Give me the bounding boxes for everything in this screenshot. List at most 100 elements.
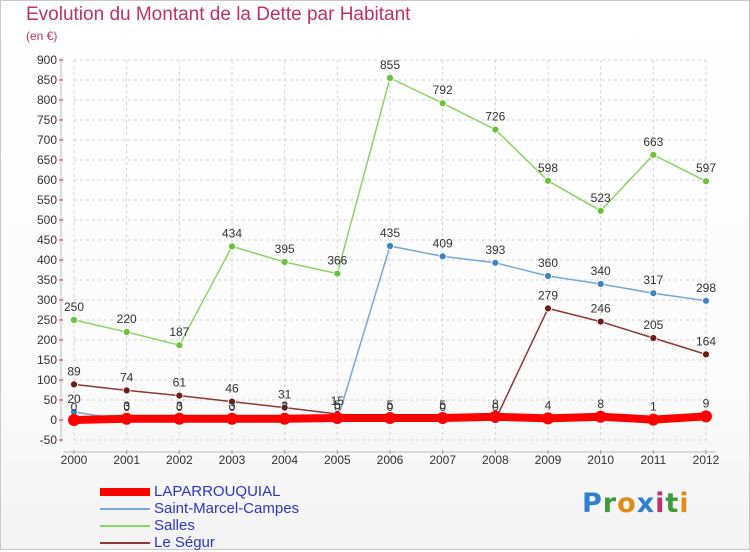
data-label-le-s-gur: 0 [387,400,394,414]
x-tick-label: 2009 [535,453,562,467]
x-tick-label: 2002 [166,453,193,467]
data-point-laparrouquial [542,412,554,425]
data-label-salles: 250 [64,300,84,314]
data-point-laparrouquial [173,412,186,425]
x-tick-label: 2012 [693,453,720,467]
y-tick-label: 800 [37,93,57,107]
data-point-salles [70,316,78,324]
y-tick-label: 100 [37,373,57,387]
data-point-salles [333,269,342,278]
x-tick-label: 2010 [587,453,614,467]
data-label-le-s-gur: 279 [538,288,558,302]
data-label-salles: 523 [591,191,611,205]
data-label-salles: 187 [169,325,189,339]
data-point-le-s-gur [544,304,552,313]
data-point-salles [596,206,605,215]
data-label-laparrouquial: 9 [703,396,710,410]
data-label-laparrouquial: 3 [176,399,183,413]
y-tick-label: 500 [37,213,57,227]
legend-swatch [100,488,150,496]
data-label-laparrouquial: 0 [71,400,78,414]
data-label-salles: 395 [275,242,295,256]
data-point-laparrouquial [700,410,712,423]
data-label-le-s-gur: 0 [492,400,499,414]
data-label-salles: 220 [117,312,137,326]
data-label-laparrouquial: 5 [387,398,394,412]
y-tick-label: 200 [37,333,57,347]
data-label-saint-marcel-campes: 340 [591,264,611,278]
legend-swatch [100,525,150,527]
x-tick-label: 2005 [324,453,351,467]
logo-letter: P [582,488,603,519]
data-label-laparrouquial: 8 [492,397,499,411]
legend-label: LAPARROUQUIAL [154,483,281,500]
y-tick-label: 700 [37,133,57,147]
data-point-salles [544,176,552,185]
logo-letter: r [602,488,618,519]
x-tick-label: 2001 [113,453,140,467]
data-point-salles [175,341,184,350]
data-point-saint-marcel-campes [491,258,500,267]
data-point-laparrouquial [436,412,449,424]
data-label-salles: 792 [433,83,453,97]
y-tick-label: 750 [37,113,57,127]
y-tick-label: 350 [37,273,57,287]
data-label-saint-marcel-campes: 0 [334,400,341,414]
data-label-saint-marcel-campes: 298 [696,281,716,295]
data-label-le-s-gur: 61 [173,376,187,390]
data-point-le-s-gur [70,380,78,389]
data-label-le-s-gur: 46 [225,382,239,396]
data-point-salles [122,328,131,336]
data-label-saint-marcel-campes: 0 [229,400,236,414]
data-label-saint-marcel-campes: 20 [67,392,81,406]
data-point-laparrouquial [384,412,396,424]
data-point-saint-marcel-campes [702,296,710,305]
data-point-salles [228,242,236,251]
data-label-laparrouquial: 8 [597,397,604,411]
data-label-le-s-gur: 31 [278,388,292,402]
logo-letter: x [636,488,656,519]
data-label-salles: 726 [485,110,505,124]
data-label-salles: 597 [696,161,716,175]
data-point-salles [386,74,394,82]
y-tick-label: 300 [37,293,57,307]
data-point-salles [702,177,710,186]
legend-swatch [100,542,150,544]
y-tick-label: 0 [50,413,57,427]
data-point-saint-marcel-campes [386,242,394,250]
data-label-laparrouquial: 3 [229,399,236,413]
logo-letter: o [617,488,637,519]
y-tick-label: 600 [37,173,57,187]
data-point-laparrouquial [331,412,344,424]
data-label-le-s-gur: 164 [696,334,716,348]
data-label-le-s-gur: 89 [67,364,81,378]
data-label-salles: 855 [380,58,400,72]
data-point-saint-marcel-campes [649,289,658,298]
logo-letter: t [665,488,680,519]
data-label-laparrouquial: 3 [281,399,288,413]
data-point-le-s-gur [649,334,658,342]
x-tick-label: 2006 [377,453,404,467]
x-tick-label: 2004 [271,453,298,467]
data-point-saint-marcel-campes [438,252,447,261]
y-tick-label: -50 [40,433,58,447]
data-label-saint-marcel-campes: 0 [123,400,130,414]
data-label-salles: 434 [222,226,242,240]
data-point-le-s-gur [175,391,184,400]
data-point-laparrouquial [489,410,502,423]
data-label-laparrouquial: 3 [123,399,130,413]
data-label-laparrouquial: 1 [650,400,657,414]
data-point-laparrouquial [594,410,607,423]
y-tick-label: 50 [44,393,58,407]
chart-title: Evolution du Montant de la Dette par Hab… [26,4,411,25]
data-point-laparrouquial [226,412,238,425]
data-point-saint-marcel-campes [544,272,552,280]
legend-label: Salles [154,517,195,534]
data-label-saint-marcel-campes: 435 [380,226,400,240]
data-label-saint-marcel-campes: 409 [433,236,453,250]
data-label-le-s-gur: 15 [331,394,345,408]
y-tick-label: 550 [37,193,57,207]
data-point-salles [438,99,447,108]
data-point-laparrouquial [68,414,80,426]
